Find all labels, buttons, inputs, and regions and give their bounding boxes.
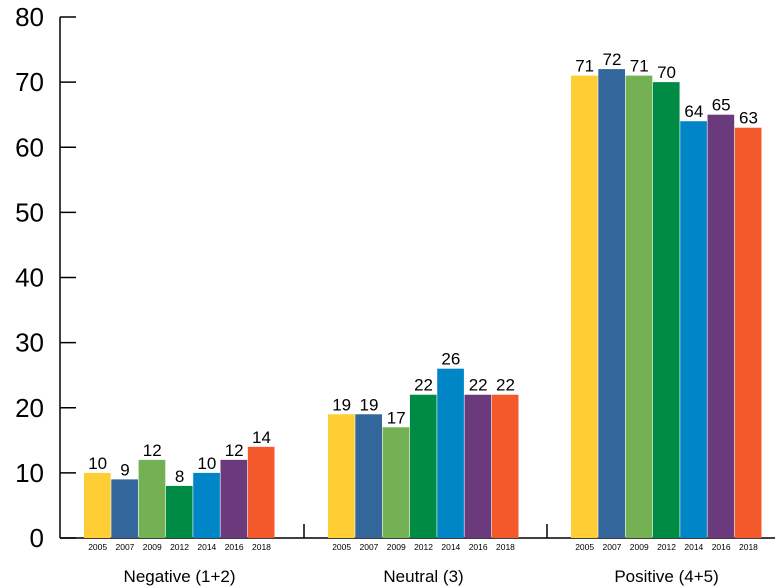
series-year-label: 2009 xyxy=(387,542,406,552)
bar xyxy=(652,82,680,538)
bar-value-label: 10 xyxy=(88,454,107,473)
series-year-label: 2014 xyxy=(197,542,216,552)
y-tick-label: 70 xyxy=(15,67,44,97)
bar-value-label: 65 xyxy=(712,96,731,115)
bar-value-label: 72 xyxy=(602,50,621,69)
y-tick-label: 0 xyxy=(30,523,44,553)
series-year-label: 2005 xyxy=(88,542,107,552)
series-year-label: 2018 xyxy=(496,542,515,552)
bar xyxy=(409,394,437,538)
bar xyxy=(680,121,707,538)
y-tick-label: 30 xyxy=(15,328,44,358)
category-label: Neutral (3) xyxy=(383,567,463,586)
category-group: 19 2005 19 2007 17 2009 22 2012 26 2014 22 2016 22 20… xyxy=(328,350,519,586)
series-year-label: 2016 xyxy=(712,542,731,552)
series-year-label: 2009 xyxy=(143,542,162,552)
category-group: 10 2005 9 2007 12 2009 8 2012 10 2014 12 2016 14 2018… xyxy=(84,428,275,586)
bar-value-label: 12 xyxy=(143,441,162,460)
bar-value-label: 22 xyxy=(414,376,433,395)
series-year-label: 2009 xyxy=(630,542,649,552)
series-year-label: 2014 xyxy=(441,542,460,552)
bar-value-label: 71 xyxy=(630,57,649,76)
bar xyxy=(220,459,248,538)
bar-value-label: 8 xyxy=(175,467,184,486)
category-group: 71 2005 72 2007 71 2009 70 2012 64 2014 65 2016 63 20… xyxy=(571,50,762,586)
bar-value-label: 17 xyxy=(387,408,406,427)
series-year-label: 2007 xyxy=(115,542,134,552)
bar-value-label: 19 xyxy=(359,395,378,414)
bar xyxy=(355,414,382,538)
series-year-label: 2012 xyxy=(170,542,189,552)
series-year-label: 2016 xyxy=(469,542,488,552)
bar xyxy=(707,114,735,538)
series-year-label: 2018 xyxy=(252,542,271,552)
series-year-label: 2007 xyxy=(359,542,378,552)
y-tick-label: 40 xyxy=(15,263,44,293)
y-tick-label: 10 xyxy=(15,458,44,488)
bar xyxy=(464,394,492,538)
series-year-label: 2005 xyxy=(332,542,351,552)
y-tick-label: 50 xyxy=(15,197,44,227)
series-year-label: 2012 xyxy=(657,542,676,552)
bar-value-label: 26 xyxy=(441,350,460,369)
category-label: Positive (4+5) xyxy=(614,567,718,586)
bar xyxy=(491,394,519,538)
bar xyxy=(625,75,653,539)
bar xyxy=(165,485,193,538)
bar xyxy=(138,459,166,538)
bar xyxy=(734,127,762,539)
series-year-label: 2007 xyxy=(602,542,621,552)
bar xyxy=(84,472,111,538)
bar xyxy=(328,414,355,538)
bar-value-label: 14 xyxy=(252,428,271,447)
bar-value-label: 64 xyxy=(684,102,703,121)
bar xyxy=(598,69,625,538)
bar xyxy=(382,427,410,538)
bar xyxy=(111,479,138,538)
series-year-label: 2014 xyxy=(684,542,703,552)
y-axis: 0 10 20 30 40 50 60 70 80 xyxy=(15,2,76,553)
series-year-label: 2012 xyxy=(414,542,433,552)
bar-value-label: 10 xyxy=(197,454,216,473)
bar xyxy=(437,368,464,538)
bar-value-label: 9 xyxy=(120,460,129,479)
bar-value-label: 63 xyxy=(739,109,758,128)
bar-value-label: 12 xyxy=(225,441,244,460)
category-label: Negative (1+2) xyxy=(124,567,236,586)
bar xyxy=(571,75,598,539)
bar-value-label: 22 xyxy=(469,376,488,395)
y-tick-label: 20 xyxy=(15,393,44,423)
series-year-label: 2005 xyxy=(575,542,594,552)
bar-value-label: 70 xyxy=(657,63,676,82)
y-tick-label: 80 xyxy=(15,2,44,32)
bar-value-label: 19 xyxy=(332,395,351,414)
bar xyxy=(247,446,275,538)
bar xyxy=(193,472,220,538)
y-tick-label: 60 xyxy=(15,132,44,162)
bar-value-label: 71 xyxy=(575,57,594,76)
bar-value-label: 22 xyxy=(496,376,515,395)
series-year-label: 2016 xyxy=(225,542,244,552)
bars: 10 2005 9 2007 12 2009 8 2012 10 2014 12 2016 14 2018… xyxy=(84,50,762,586)
series-year-label: 2018 xyxy=(739,542,758,552)
